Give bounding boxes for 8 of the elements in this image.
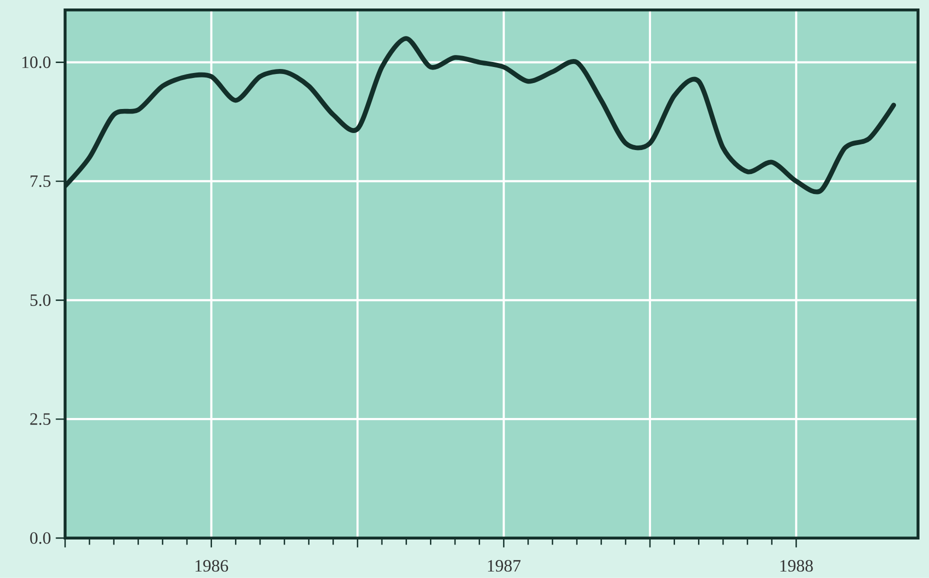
x-tick-label: 1986 [196,560,228,572]
y-tick-label: 10.0 [22,56,50,68]
y-tick-label: 0.0 [30,532,50,544]
x-tick-label: 1987 [488,560,521,572]
y-tick-label: 5.0 [30,294,50,306]
y-tick-label: 7.5 [30,175,50,188]
x-tick-label: 1988 [780,560,813,572]
y-tick-label: 2.5 [30,413,50,425]
